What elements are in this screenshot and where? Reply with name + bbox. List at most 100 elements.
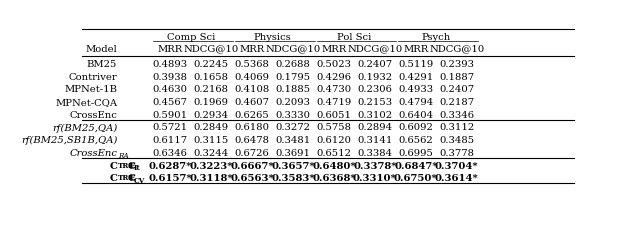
Text: C: C: [109, 173, 117, 182]
Text: 0.6995: 0.6995: [398, 148, 433, 157]
Text: 0.2093: 0.2093: [276, 98, 310, 107]
Text: 0.3691: 0.3691: [276, 148, 310, 157]
Text: 0.5758: 0.5758: [316, 123, 351, 132]
Text: 0.2245: 0.2245: [194, 60, 228, 69]
Text: CrossEnc: CrossEnc: [69, 110, 117, 119]
Text: 0.3102: 0.3102: [357, 110, 392, 119]
Text: 0.2407: 0.2407: [357, 60, 392, 69]
Text: 0.1885: 0.1885: [275, 85, 310, 94]
Text: 0.3330: 0.3330: [276, 110, 310, 119]
Text: C: C: [127, 173, 136, 182]
Text: 0.6563*: 0.6563*: [230, 173, 274, 182]
Text: 0.5023: 0.5023: [316, 60, 351, 69]
Text: Psych: Psych: [422, 33, 451, 42]
Text: rf(BM25,QA): rf(BM25,QA): [52, 123, 117, 132]
Text: 0.6750*: 0.6750*: [394, 173, 438, 182]
Text: 0.6287*: 0.6287*: [148, 161, 192, 170]
Text: 0.3778: 0.3778: [439, 148, 474, 157]
Text: 0.3583*: 0.3583*: [271, 173, 315, 182]
Text: 0.3310*: 0.3310*: [353, 173, 397, 182]
Text: 0.5119: 0.5119: [398, 60, 433, 69]
Text: 0.4607: 0.4607: [235, 98, 269, 107]
Text: 0.6346: 0.6346: [153, 148, 188, 157]
Text: CV: CV: [134, 176, 145, 184]
Text: 0.6480*: 0.6480*: [312, 161, 356, 170]
Text: 0.2187: 0.2187: [439, 98, 474, 107]
Text: 0.4291: 0.4291: [398, 72, 433, 81]
Text: Comp Sci: Comp Sci: [166, 33, 215, 42]
Text: MRR: MRR: [403, 44, 428, 53]
Text: 0.6117: 0.6117: [153, 136, 188, 144]
Text: 0.2168: 0.2168: [194, 85, 228, 94]
Text: 0.6404: 0.6404: [398, 110, 433, 119]
Text: 0.2894: 0.2894: [357, 123, 392, 132]
Text: E: E: [130, 161, 136, 169]
Text: 0.6667*: 0.6667*: [230, 161, 274, 170]
Text: 0.5368: 0.5368: [235, 60, 269, 69]
Text: 0.5901: 0.5901: [153, 110, 188, 119]
Text: 0.6512: 0.6512: [316, 148, 351, 157]
Text: MRR: MRR: [157, 44, 183, 53]
Text: 0.2934: 0.2934: [194, 110, 228, 119]
Text: 0.1969: 0.1969: [194, 98, 228, 107]
Text: 0.6726: 0.6726: [235, 148, 269, 157]
Text: 0.4730: 0.4730: [316, 85, 351, 94]
Text: CrossEnc: CrossEnc: [69, 148, 117, 157]
Text: 0.3112: 0.3112: [439, 123, 474, 132]
Text: 0.4567: 0.4567: [153, 98, 188, 107]
Text: 0.3244: 0.3244: [193, 148, 229, 157]
Text: 0.4630: 0.4630: [153, 85, 188, 94]
Text: 0.4893: 0.4893: [153, 60, 188, 69]
Text: 0.1795: 0.1795: [275, 72, 310, 81]
Text: 0.6092: 0.6092: [398, 123, 433, 132]
Text: NDCG@10: NDCG@10: [348, 44, 403, 53]
Text: 0.2306: 0.2306: [357, 85, 392, 94]
Text: 0.4069: 0.4069: [235, 72, 269, 81]
Text: 0.5721: 0.5721: [153, 123, 188, 132]
Text: TRL: TRL: [118, 161, 134, 169]
Text: BM25: BM25: [87, 60, 117, 69]
Text: 0.6265: 0.6265: [235, 110, 269, 119]
Text: 0.4108: 0.4108: [234, 85, 269, 94]
Text: 0.3614*: 0.3614*: [435, 173, 479, 182]
Text: NDCG@10: NDCG@10: [266, 44, 321, 53]
Text: 0.6180: 0.6180: [235, 123, 269, 132]
Text: 0.3704*: 0.3704*: [435, 161, 479, 170]
Text: 0.2849: 0.2849: [194, 123, 228, 132]
Text: 0.4719: 0.4719: [316, 98, 351, 107]
Text: Model: Model: [86, 44, 117, 53]
Text: 0.4933: 0.4933: [398, 85, 433, 94]
Text: RA: RA: [118, 151, 129, 159]
Text: 0.3115: 0.3115: [193, 136, 229, 144]
Text: 0.3481: 0.3481: [275, 136, 310, 144]
Text: 0.6051: 0.6051: [316, 110, 351, 119]
Text: 0.2407: 0.2407: [439, 85, 474, 94]
Text: MPNet-CQA: MPNet-CQA: [55, 98, 117, 107]
Text: 0.3118*: 0.3118*: [189, 173, 233, 182]
Text: C: C: [109, 161, 117, 170]
Text: 0.1658: 0.1658: [194, 72, 228, 81]
Text: 0.3346: 0.3346: [439, 110, 474, 119]
Text: MRR: MRR: [239, 44, 265, 53]
Text: E: E: [130, 174, 136, 182]
Text: 0.3485: 0.3485: [439, 136, 474, 144]
Text: It: It: [134, 164, 140, 172]
Text: 0.1887: 0.1887: [439, 72, 474, 81]
Text: MRR: MRR: [321, 44, 347, 53]
Text: 0.2153: 0.2153: [357, 98, 392, 107]
Text: 0.1932: 0.1932: [357, 72, 392, 81]
Text: 0.3223*: 0.3223*: [189, 161, 233, 170]
Text: 0.6847*: 0.6847*: [394, 161, 438, 170]
Text: 0.4296: 0.4296: [316, 72, 351, 81]
Text: rf(BM25,SB1B,QA): rf(BM25,SB1B,QA): [21, 135, 117, 145]
Text: TRL: TRL: [118, 174, 134, 182]
Text: 0.6157*: 0.6157*: [148, 173, 192, 182]
Text: C: C: [127, 161, 136, 170]
Text: 0.4794: 0.4794: [398, 98, 433, 107]
Text: 0.3141: 0.3141: [357, 136, 392, 144]
Text: 0.3657*: 0.3657*: [271, 161, 315, 170]
Text: Contriver: Contriver: [68, 72, 117, 81]
Text: Physics: Physics: [253, 33, 291, 42]
Text: 0.2688: 0.2688: [276, 60, 310, 69]
Text: 0.3384: 0.3384: [357, 148, 392, 157]
